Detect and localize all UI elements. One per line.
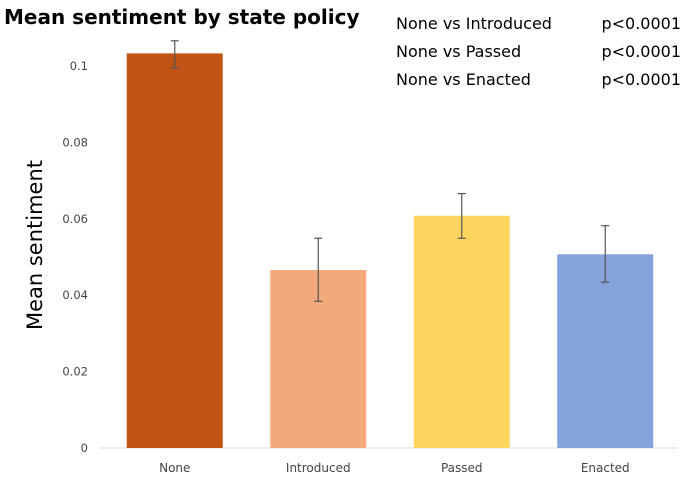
chart-title: Mean sentiment by state policy [4, 5, 359, 29]
y-tick-label: 0 [81, 441, 88, 455]
error-bar-enacted [601, 225, 610, 283]
annotation-p-value: p<0.0001 [601, 70, 681, 89]
error-bar-passed [457, 192, 466, 239]
y-tick-label: 0.1 [70, 59, 88, 73]
x-category-label: Enacted [581, 461, 630, 475]
annotation-p-value: p<0.0001 [601, 42, 681, 61]
y-tick-label: 0.08 [62, 135, 88, 149]
annotation-comparison: None vs Enacted [396, 70, 531, 89]
bar-none [126, 53, 223, 448]
bar-enacted [557, 254, 654, 448]
bar-passed [413, 215, 510, 448]
x-axis-categories: None Introduced Passed Enacted [159, 461, 630, 475]
annotation-comparison: None vs Passed [396, 42, 521, 61]
y-axis-label: Mean sentiment [23, 160, 47, 330]
y-tick-label: 0.04 [62, 288, 88, 302]
annotation-comparison: None vs Introduced [396, 14, 552, 33]
error-bar-none [170, 40, 179, 69]
annotation-p-value: p<0.0001 [601, 14, 681, 33]
x-category-label: Introduced [286, 461, 351, 475]
x-category-label: None [159, 461, 190, 475]
y-axis-ticks: 0 0.02 0.04 0.06 0.08 0.1 [62, 59, 88, 455]
significance-annotations: None vs Introduced p<0.0001 None vs Passed… [396, 14, 681, 89]
bars-group [126, 40, 654, 448]
error-bar-introduced [314, 237, 323, 302]
x-category-label: Passed [441, 461, 483, 475]
y-tick-label: 0.06 [62, 212, 88, 226]
y-tick-label: 0.02 [62, 365, 88, 379]
